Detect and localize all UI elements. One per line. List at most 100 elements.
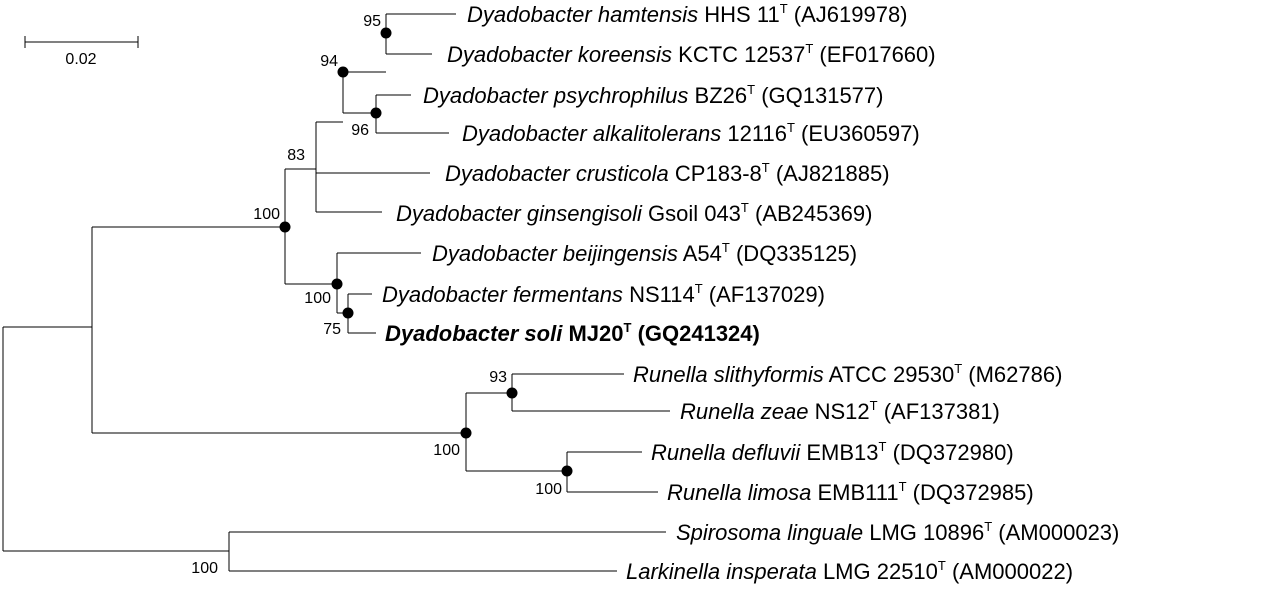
- node-marker-defluvii-clade: [561, 465, 573, 477]
- type-strain-mark: T: [741, 200, 749, 215]
- taxon-label-highlighted: Dyadobacter soli MJ20T (GQ241324): [385, 320, 760, 346]
- type-strain-mark: T: [938, 558, 946, 573]
- taxon-epithet: soli: [524, 321, 563, 346]
- taxon-accession: (DQ372985): [913, 480, 1034, 505]
- taxon-accession: (AJ821885): [776, 161, 890, 186]
- taxon-strain: EMB111: [817, 480, 898, 505]
- taxon-strain: ATCC 29530: [829, 362, 955, 387]
- taxon-label: Dyadobacter fermentans NS114T (AF137029): [382, 281, 825, 307]
- bootstrap-label: 100: [191, 560, 218, 577]
- type-strain-mark: T: [780, 1, 788, 16]
- taxon-strain: EMB13: [806, 440, 878, 465]
- taxon-label: Runella limosa EMB111T (DQ372985): [667, 479, 1034, 505]
- node-marker-75: [342, 307, 354, 319]
- taxon-strain: BZ26: [695, 83, 748, 108]
- taxon-strain: LMG 10896: [869, 520, 984, 545]
- taxon-accession: (AM000023): [998, 520, 1119, 545]
- taxon-genus: Runella: [680, 399, 755, 424]
- taxon-label: Larkinella insperata LMG 22510T (AM00002…: [626, 558, 1073, 584]
- taxon-strain: A54: [683, 241, 722, 266]
- taxon-epithet: koreensis: [578, 42, 672, 67]
- taxon-accession: (M62786): [968, 362, 1062, 387]
- type-strain-mark: T: [984, 519, 992, 534]
- taxon-accession: (AF137029): [709, 282, 825, 307]
- taxon-epithet: alkalitolerans: [593, 121, 721, 146]
- taxon-epithet: slithyformis: [714, 362, 824, 387]
- taxon-epithet: hamtensis: [598, 2, 698, 27]
- taxon-strain: MJ20: [568, 321, 623, 346]
- taxon-label: Dyadobacter koreensis KCTC 12537T (EF017…: [447, 41, 936, 67]
- taxon-accession: (GQ241324): [638, 321, 760, 346]
- taxon-genus: Dyadobacter: [467, 2, 593, 27]
- taxon-epithet: limosa: [748, 480, 812, 505]
- type-strain-mark: T: [870, 398, 878, 413]
- node-marker-dyadobacter: [279, 221, 291, 233]
- node-marker-94: [337, 66, 349, 78]
- taxon-strain: 12116: [727, 121, 787, 146]
- taxon-genus: Larkinella: [626, 559, 720, 584]
- tree-branches: [2, 13, 670, 572]
- scale-bar: 0.02: [24, 36, 139, 68]
- taxon-epithet: crusticola: [576, 161, 669, 186]
- taxon-genus: Dyadobacter: [462, 121, 588, 146]
- taxon-strain: Gsoil 043: [648, 201, 741, 226]
- taxon-epithet: psychrophilus: [553, 83, 689, 108]
- taxon-epithet: fermentans: [513, 282, 623, 307]
- node-marker-beijingensis-clade: [331, 278, 343, 290]
- taxon-accession: (AB245369): [755, 201, 872, 226]
- taxon-genus: Dyadobacter: [382, 282, 508, 307]
- type-strain-mark: T: [623, 320, 631, 335]
- node-marker-93: [506, 387, 518, 399]
- taxon-genus: Dyadobacter: [396, 201, 522, 226]
- taxon-epithet: beijingensis: [563, 241, 678, 266]
- taxon-label: Runella slithyformis ATCC 29530T (M62786…: [633, 361, 1062, 387]
- taxon-label: Dyadobacter alkalitolerans 12116T (EU360…: [462, 120, 920, 146]
- type-strain-mark: T: [805, 41, 813, 56]
- taxon-genus: Dyadobacter: [385, 321, 520, 346]
- bootstrap-label: 96: [351, 122, 369, 139]
- type-strain-mark: T: [879, 439, 887, 454]
- node-markers: [279, 27, 573, 477]
- taxon-genus: Dyadobacter: [432, 241, 558, 266]
- bootstrap-label: 75: [323, 321, 341, 338]
- type-strain-mark: T: [747, 82, 755, 97]
- bootstrap-label: 100: [433, 442, 460, 459]
- taxon-accession: (AF137381): [884, 399, 1000, 424]
- taxon-strain: KCTC 12537: [678, 42, 805, 67]
- type-strain-mark: T: [899, 479, 907, 494]
- bootstrap-values: 95 94 96 83 100 100 75 93 100 100 100: [191, 13, 562, 577]
- taxon-accession: (EU360597): [801, 121, 920, 146]
- taxon-label: Dyadobacter hamtensis HHS 11T (AJ619978): [467, 1, 908, 27]
- taxon-epithet: linguale: [787, 520, 863, 545]
- taxon-label: Runella zeae NS12T (AF137381): [680, 398, 1000, 424]
- taxon-accession: (GQ131577): [761, 83, 883, 108]
- taxon-accession: (AM000022): [952, 559, 1073, 584]
- scale-bar-label: 0.02: [65, 51, 96, 68]
- taxon-labels: Dyadobacter hamtensis HHS 11T (AJ619978)…: [382, 1, 1119, 584]
- bootstrap-label: 93: [489, 369, 507, 386]
- taxon-epithet: defluvii: [732, 440, 802, 465]
- type-strain-mark: T: [954, 361, 962, 376]
- node-marker-runella: [460, 427, 472, 439]
- bootstrap-label: 94: [320, 53, 338, 70]
- taxon-strain: CP183-8: [675, 161, 762, 186]
- bootstrap-label: 100: [535, 481, 562, 498]
- taxon-strain: NS12: [815, 399, 870, 424]
- taxon-label: Runella defluvii EMB13T (DQ372980): [651, 439, 1014, 465]
- taxon-genus: Runella: [633, 362, 708, 387]
- type-strain-mark: T: [762, 160, 770, 175]
- taxon-genus: Runella: [667, 480, 742, 505]
- taxon-label: Dyadobacter beijingensis A54T (DQ335125): [432, 240, 857, 266]
- taxon-accession: (EF017660): [819, 42, 935, 67]
- taxon-genus: Spirosoma: [676, 520, 781, 545]
- taxon-accession: (AJ619978): [794, 2, 908, 27]
- bootstrap-label: 95: [363, 13, 381, 30]
- node-marker-95: [380, 27, 392, 39]
- taxon-strain: LMG 22510: [823, 559, 938, 584]
- taxon-genus: Dyadobacter: [445, 161, 571, 186]
- taxon-epithet: zeae: [760, 399, 809, 424]
- taxon-strain: HHS 11: [704, 2, 779, 27]
- taxon-genus: Dyadobacter: [447, 42, 573, 67]
- taxon-genus: Dyadobacter: [423, 83, 549, 108]
